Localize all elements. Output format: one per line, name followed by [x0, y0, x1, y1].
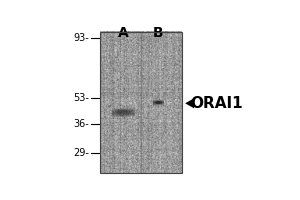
FancyBboxPatch shape	[153, 100, 164, 102]
FancyBboxPatch shape	[112, 112, 135, 113]
FancyBboxPatch shape	[112, 112, 135, 113]
FancyBboxPatch shape	[112, 113, 135, 115]
Ellipse shape	[155, 101, 162, 104]
FancyBboxPatch shape	[153, 103, 164, 104]
FancyBboxPatch shape	[153, 101, 164, 102]
FancyBboxPatch shape	[153, 104, 164, 105]
Polygon shape	[185, 98, 194, 108]
FancyBboxPatch shape	[112, 110, 135, 112]
Text: 29-: 29-	[73, 148, 89, 158]
FancyBboxPatch shape	[153, 100, 164, 101]
Text: ORAI1: ORAI1	[190, 96, 242, 111]
FancyBboxPatch shape	[112, 111, 135, 113]
FancyBboxPatch shape	[112, 113, 135, 114]
FancyBboxPatch shape	[112, 111, 135, 113]
FancyBboxPatch shape	[153, 100, 164, 101]
FancyBboxPatch shape	[153, 102, 164, 103]
FancyBboxPatch shape	[112, 112, 135, 114]
FancyBboxPatch shape	[153, 101, 164, 103]
FancyBboxPatch shape	[112, 111, 135, 112]
FancyBboxPatch shape	[153, 102, 164, 104]
FancyBboxPatch shape	[112, 112, 135, 114]
FancyBboxPatch shape	[112, 113, 135, 115]
Text: B: B	[153, 26, 164, 40]
FancyBboxPatch shape	[153, 103, 164, 104]
FancyBboxPatch shape	[153, 101, 164, 102]
Bar	[100, 32, 182, 173]
Text: A: A	[118, 26, 129, 40]
FancyBboxPatch shape	[153, 101, 164, 102]
FancyBboxPatch shape	[112, 111, 135, 112]
FancyBboxPatch shape	[153, 100, 164, 101]
FancyBboxPatch shape	[153, 102, 164, 103]
Text: 36-: 36-	[73, 119, 89, 129]
FancyBboxPatch shape	[153, 104, 164, 105]
FancyBboxPatch shape	[153, 102, 164, 103]
FancyBboxPatch shape	[153, 103, 164, 104]
Text: 53-: 53-	[73, 93, 89, 103]
Text: 93-: 93-	[73, 33, 89, 43]
FancyBboxPatch shape	[112, 114, 135, 115]
FancyBboxPatch shape	[153, 103, 164, 105]
FancyBboxPatch shape	[153, 104, 164, 105]
FancyBboxPatch shape	[112, 110, 135, 112]
